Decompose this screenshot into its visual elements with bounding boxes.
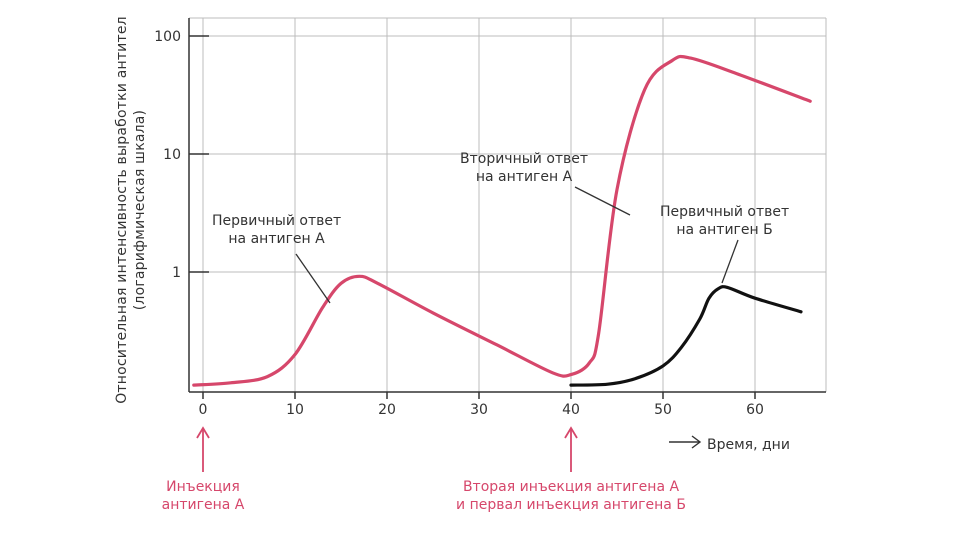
x-tick-label-1: 10 — [286, 402, 304, 418]
leader-secondary-a — [574, 186, 631, 216]
marker-label-injection-2-line-1: Вторая инъекция антигена А — [462, 479, 680, 495]
x-tick-label-6: 60 — [746, 402, 764, 418]
y-tick-label-2: 100 — [154, 29, 181, 45]
y-tick-label-0: 1 — [172, 265, 181, 281]
annotation-primary-b-line-1: Первичный ответ — [660, 204, 790, 220]
marker-label-injection-2: Вторая инъекция антигена А и первал инъе… — [446, 478, 696, 514]
leader-primary-b — [721, 239, 739, 284]
annotation-secondary-a: Вторичный ответ на антиген А — [460, 150, 588, 186]
annotation-primary-b-line-2: на антиген Б — [676, 222, 773, 238]
injection-arrows — [196, 426, 702, 472]
arrow-injection-2 — [564, 426, 578, 472]
series-group — [192, 54, 812, 387]
annotation-primary-a-line-2: на антиген А — [228, 231, 325, 247]
series-line-0 — [192, 54, 812, 387]
x-tick-label-5: 50 — [654, 402, 672, 418]
annotation-primary-a: Первичный ответ на антиген А — [212, 212, 341, 248]
y-ticks: 1 10 100 — [154, 29, 209, 281]
annotation-primary-b: Первичный ответ на антиген Б — [660, 203, 789, 239]
annotation-leaders — [295, 186, 739, 304]
annotation-secondary-a-line-2: на антиген А — [475, 169, 573, 185]
x-axis-title: Время, дни — [707, 437, 790, 453]
marker-label-injection-1-line-2: антигена А — [161, 497, 245, 513]
x-tick-label-4: 40 — [562, 402, 580, 418]
annotation-primary-a-line-1: Первичный ответ — [212, 213, 342, 229]
series-line-1 — [569, 285, 803, 387]
x-tick-label-0: 0 — [199, 402, 208, 418]
time-arrow-icon — [669, 435, 702, 449]
y-axis-title-line-2: (логарифмическая шкала) — [132, 109, 148, 311]
x-ticks: 0 10 20 30 40 50 60 — [199, 392, 764, 418]
y-tick-label-1: 10 — [163, 147, 181, 163]
leader-primary-a — [295, 253, 331, 304]
x-tick-label-2: 20 — [378, 402, 396, 418]
marker-label-injection-1: Инъекция антигена А — [153, 478, 253, 514]
annotation-secondary-a-line-1: Вторичный ответ — [460, 151, 589, 167]
arrow-injection-1 — [196, 426, 210, 472]
x-tick-label-3: 30 — [470, 402, 488, 418]
marker-label-injection-1-line-1: Инъекция — [166, 479, 240, 495]
marker-label-injection-2-line-2: и первал инъекция антигена Б — [456, 497, 686, 513]
y-axis-title: Относительная интенсивность выработки ан… — [113, 16, 149, 404]
y-axis-title-line-1: Относительная интенсивность выработки ан… — [114, 16, 130, 404]
